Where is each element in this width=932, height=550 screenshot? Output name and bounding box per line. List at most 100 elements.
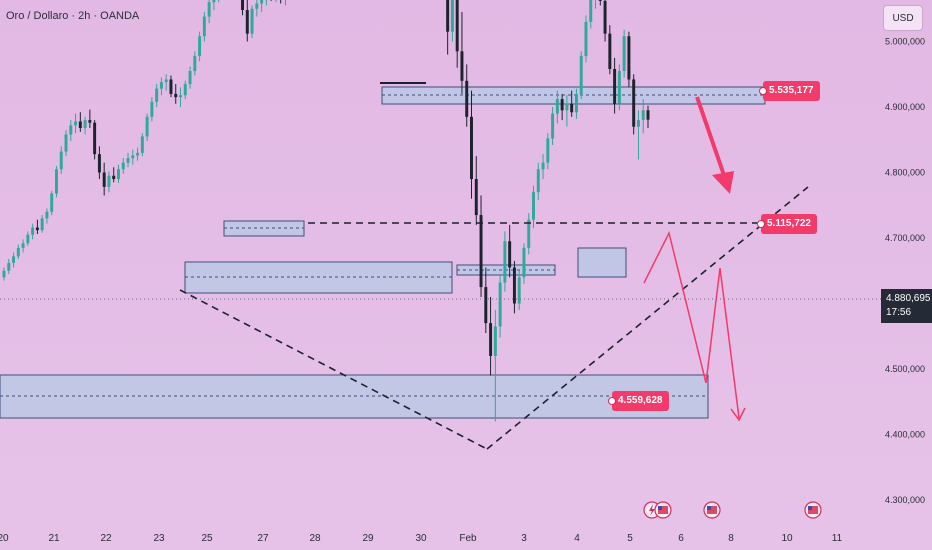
candle-bearish xyxy=(512,267,516,304)
price-axis[interactable]: 4.200,0004.300,0004.400,0004.500,0004.60… xyxy=(885,0,925,550)
lower-target-callout: 4.559,628 xyxy=(608,391,669,411)
us-flag-glyph-2 xyxy=(707,506,717,514)
current-price-tag: 4.880,695 17:56 xyxy=(881,289,932,323)
wedge-right-line xyxy=(486,186,809,450)
recent-zone xyxy=(577,247,627,278)
candle-bearish xyxy=(169,79,173,94)
x-tick-label: 11 xyxy=(832,533,843,544)
candle-bullish xyxy=(193,55,197,71)
x-tick-label: 4 xyxy=(574,533,580,544)
y-tick-label: 4.800,000 xyxy=(885,168,925,178)
zones xyxy=(0,86,766,419)
candle-bullish xyxy=(527,219,531,248)
candle-bullish xyxy=(140,136,144,153)
candle-bearish xyxy=(241,0,244,11)
projection-path xyxy=(643,230,740,419)
us-flag-glyph-1 xyxy=(658,506,668,514)
bar-countdown: 17:56 xyxy=(886,307,912,318)
down-arrow-head xyxy=(712,171,734,194)
us-flag-glyph-3 xyxy=(808,506,818,514)
down-arrow-shaft xyxy=(695,96,728,182)
candle-bearish xyxy=(632,79,636,127)
candle-bearish xyxy=(112,175,116,180)
candle-bullish xyxy=(64,134,68,152)
candle-bullish xyxy=(183,84,187,96)
upper-target-callout: 5.535,177 xyxy=(759,81,820,101)
annotations xyxy=(0,82,881,450)
candle-bullish xyxy=(164,79,168,83)
candle-bullish xyxy=(551,113,555,139)
candle-bullish xyxy=(546,138,550,163)
candle-bullish xyxy=(622,36,626,71)
candle-bearish xyxy=(446,0,450,32)
candle-bullish xyxy=(584,21,588,56)
y-tick-label: 4.500,000 xyxy=(885,364,925,374)
candle-bullish xyxy=(579,55,583,94)
candle-bullish xyxy=(574,93,578,113)
candle-bearish xyxy=(489,323,493,356)
x-tick-label: 27 xyxy=(257,533,269,544)
us-flag-canton-3 xyxy=(808,506,812,510)
x-tick-label: 29 xyxy=(362,533,374,544)
candle-bullish xyxy=(212,0,216,3)
time-axis[interactable]: 20 21 22 23 25 27 28 29 30 Feb 3 4 5 6 8 10 11 xyxy=(0,533,843,544)
candle-bullish xyxy=(45,211,49,219)
y-tick-label: 4.700,000 xyxy=(885,233,925,243)
candle-bearish xyxy=(174,93,178,98)
candle-bullish xyxy=(74,121,78,126)
candle-bullish xyxy=(59,151,63,170)
event-icons[interactable] xyxy=(643,501,822,519)
candle-bullish xyxy=(83,120,87,128)
candle-bullish xyxy=(179,95,182,98)
candle-bearish xyxy=(93,122,97,155)
candle-bearish xyxy=(613,69,617,104)
candle-bullish xyxy=(450,0,454,32)
x-tick-label: Feb xyxy=(459,533,477,544)
candle-bullish xyxy=(54,169,58,194)
candle-bearish xyxy=(460,51,464,81)
x-tick-label: 23 xyxy=(153,533,165,544)
candle-bullish xyxy=(136,152,140,156)
candle-bullish xyxy=(50,193,54,212)
lightning-bolt-glyph xyxy=(649,504,655,516)
candle-bearish xyxy=(598,0,602,1)
candle-bullish xyxy=(498,282,502,327)
candle-bearish xyxy=(474,179,478,216)
chart-title: Oro / Dollaro · 2h · OANDA xyxy=(6,10,140,22)
candle-bearish xyxy=(560,99,564,111)
candle-bullish xyxy=(159,82,163,89)
candle-bullish xyxy=(69,125,73,135)
candle-bullish xyxy=(555,99,559,114)
candle-bearish xyxy=(484,287,488,324)
candle-bearish xyxy=(508,241,512,268)
candle-bullish xyxy=(517,277,521,304)
mid-level-callout: 5.115,722 xyxy=(757,214,817,234)
candle-bullish xyxy=(26,234,30,244)
currency-button[interactable]: USD xyxy=(883,5,923,31)
x-tick-label: 6 xyxy=(678,533,684,544)
wedge-left-line xyxy=(179,289,488,450)
candle-bullish xyxy=(532,192,535,220)
y-tick-label: 4.300,000 xyxy=(885,495,925,505)
candle-bullish xyxy=(207,2,211,17)
projection-arrow-head xyxy=(730,407,746,422)
candle-bearish xyxy=(35,227,39,231)
candle-bullish xyxy=(12,256,16,263)
candle-bullish xyxy=(16,247,20,257)
candle-bearish xyxy=(570,103,574,113)
candle-bullish xyxy=(522,247,526,278)
candle-bearish xyxy=(245,10,249,34)
candle-bullish xyxy=(589,0,593,22)
x-tick-label: 21 xyxy=(48,533,60,544)
candle-bullish xyxy=(188,70,192,85)
x-tick-label: 5 xyxy=(627,533,633,544)
candle-bullish xyxy=(131,155,135,159)
candle-bullish xyxy=(21,243,25,248)
y-tick-label: 4.400,000 xyxy=(885,430,925,440)
candle-bullish xyxy=(250,8,254,34)
candles xyxy=(2,0,650,422)
candle-bearish xyxy=(603,0,607,34)
candle-bearish xyxy=(470,116,473,180)
candle-bullish xyxy=(503,241,507,283)
